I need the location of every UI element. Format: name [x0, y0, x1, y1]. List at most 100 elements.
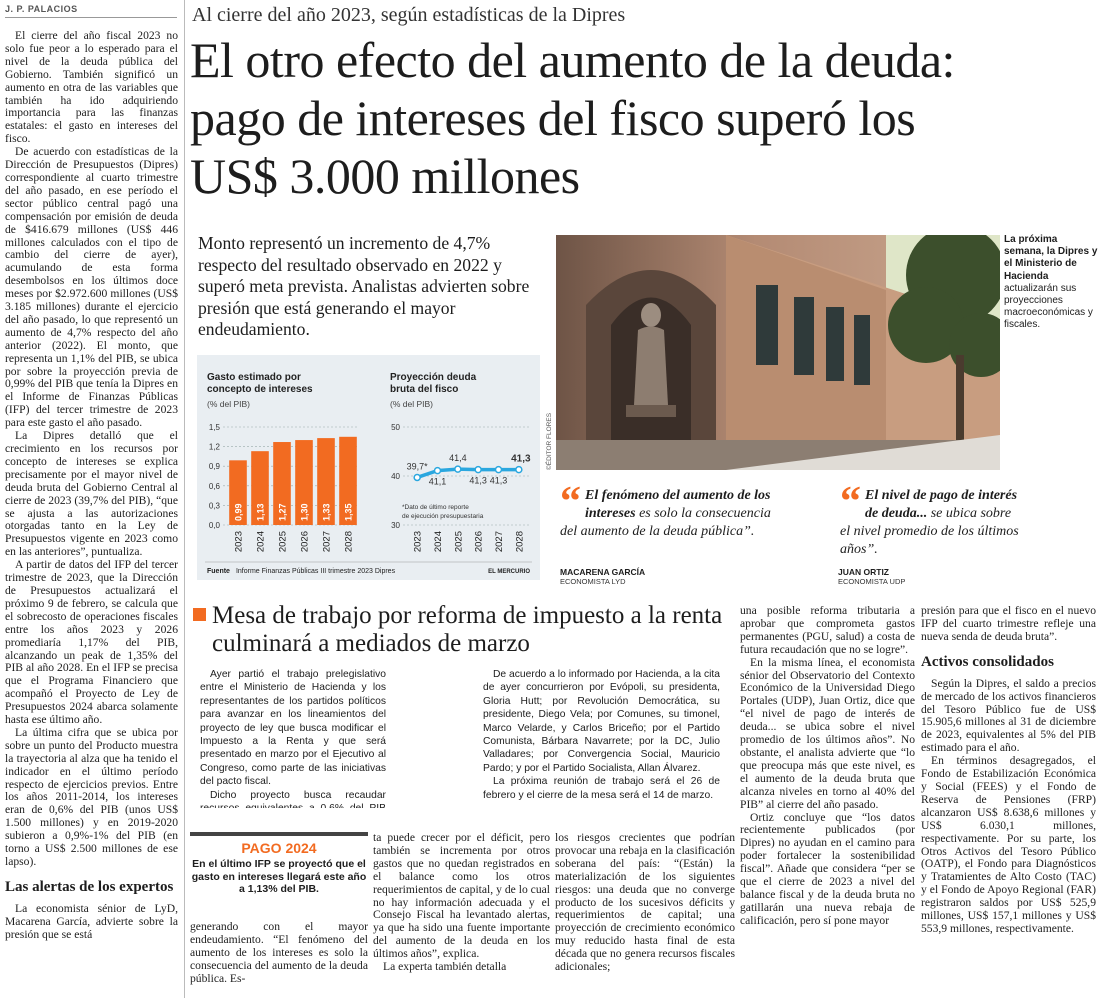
- y-tick-label: 0,9: [209, 462, 221, 471]
- paragraph: una posible reforma tributaria a aprobar…: [740, 605, 915, 656]
- value-label: 1,27: [278, 503, 288, 521]
- body-column: presión para que el fisco en el nuevo IF…: [921, 605, 1096, 998]
- value-label: 39,7*: [407, 461, 429, 471]
- chart-subtitle: (% del PIB): [207, 399, 250, 409]
- bar: [273, 442, 291, 525]
- y-tick-label: 0,3: [209, 501, 221, 510]
- headline: El otro efecto del aumento de la deuda: …: [190, 32, 955, 204]
- point: [474, 465, 482, 474]
- value-label: 1,35: [344, 503, 354, 521]
- value-label: 1,30: [300, 503, 310, 521]
- paragraph: presión para que el fisco en el nuevo IF…: [921, 605, 1096, 643]
- point: [494, 465, 503, 474]
- y-tick-label: 0,6: [209, 482, 221, 491]
- value-label: 41,4: [449, 453, 467, 463]
- paragraph: La experta también detalla: [383, 960, 507, 974]
- quote-mark: “: [560, 479, 581, 525]
- quote-role: ECONOMISTA LYD: [560, 577, 626, 586]
- chart-title: Gasto estimado por concepto de intereses: [207, 372, 313, 395]
- x-tick-label: 2026: [300, 531, 311, 552]
- quote-mark: “: [840, 479, 861, 525]
- x-tick-label: 2027: [494, 531, 505, 552]
- value-label: 0,99: [234, 503, 244, 521]
- paragraph: En términos desagregados, el Fondo de Es…: [921, 754, 1096, 935]
- point: [433, 466, 442, 475]
- quote-name: MACARENA GARCÍA: [560, 567, 646, 577]
- value-label: 1,33: [322, 503, 332, 521]
- photo-credit: ©ÉDITOR FLORES: [546, 412, 553, 470]
- x-tick-label: 2025: [278, 531, 289, 552]
- bar: [229, 460, 247, 525]
- x-tick-label: 2023: [413, 531, 424, 552]
- photo: [556, 235, 1000, 470]
- column-rule: [184, 0, 185, 998]
- deck: Monto representó un incremento de 4,7% r…: [198, 233, 530, 339]
- x-tick-label: 2024: [256, 531, 267, 552]
- x-tick-label: 2024: [433, 531, 444, 552]
- quote-name: JUAN ORTIZ: [838, 567, 889, 577]
- quote-lead: El fenómeno del aumento de los intereses: [585, 488, 771, 521]
- body-column: una posible reforma tributaria a aprobar…: [740, 605, 915, 998]
- quote-text: se ubica sobre el nivel promedio de los …: [840, 506, 1019, 557]
- y-tick-label: 1,5: [209, 423, 221, 432]
- point: [413, 473, 421, 482]
- lead-column: Ayer partió el trabajo prelegislativo en…: [200, 668, 386, 808]
- body-column: los riesgos crecientes que podrían provo…: [555, 832, 735, 998]
- paragraph: Según la Dipres, el saldo a precios de m…: [921, 676, 1096, 755]
- paragraph: El cierre del año fiscal 2023 no solo fu…: [5, 30, 178, 146]
- paragraph: los riesgos crecientes que podrían provo…: [555, 832, 735, 974]
- chart-subtitle: (% del PIB): [390, 399, 433, 409]
- bar: [295, 440, 313, 525]
- section-headline: Mesa de trabajo por reforma de impuesto …: [212, 602, 723, 657]
- value-label: 41,3: [469, 476, 487, 486]
- sidebar-title: PAGO 2024: [241, 840, 317, 856]
- paragraph: ta puede crecer por el déficit, pero tam…: [373, 832, 550, 961]
- chart-title: Proyección deuda bruta del fisco: [390, 372, 477, 395]
- quote-lead: El nivel de pago de interés de deuda...: [865, 488, 1018, 521]
- y-tick-label: 50: [391, 423, 400, 432]
- y-tick-label: 0,0: [209, 521, 221, 530]
- y-tick-label: 30: [391, 521, 400, 530]
- x-tick-label: 2026: [474, 531, 485, 552]
- caption-text: actualizarán sus proyecciones macroeconó…: [1004, 282, 1093, 331]
- subhead: Activos consolidados: [921, 653, 1054, 670]
- x-tick-label: 2027: [322, 531, 333, 552]
- paragraph: En la misma línea, el economista sénior …: [740, 655, 915, 811]
- quote-role: ECONOMISTA UDP: [838, 577, 906, 586]
- paragraph: De acuerdo a lo informado por Hacienda, …: [483, 669, 720, 774]
- paragraph: generando con el mayor endeudamiento. “E…: [190, 921, 368, 985]
- quote: “El nivel de pago de interés de deuda...…: [840, 479, 1020, 559]
- paragraph: La economista sénior de LyD, Macarena Ga…: [5, 901, 178, 941]
- paragraph: Ortiz concluye que “los datos recienteme…: [740, 810, 915, 927]
- value-label: 41,3: [490, 476, 508, 486]
- bar: [251, 451, 269, 525]
- photo-caption: La próxima semana, la Dipres y el Minist…: [1004, 234, 1098, 332]
- caption-lead: La próxima semana, la Dipres y el Minist…: [1004, 234, 1098, 282]
- value-label: 41,3: [511, 454, 531, 465]
- paragraph: De acuerdo con estadísticas de la Direcc…: [5, 145, 178, 430]
- y-tick-label: 40: [391, 472, 400, 481]
- paragraph: La última cifra que se ubica por sobre u…: [5, 725, 178, 868]
- subhead: Las alertas de los expertos: [5, 878, 174, 895]
- quote: “El fenómeno del aumento de los interese…: [560, 479, 790, 541]
- point: [515, 465, 523, 474]
- lead-column: De acuerdo a lo informado por Hacienda, …: [483, 668, 720, 808]
- bar: [317, 438, 335, 525]
- sidebar-text: En el último IFP se proyectó que el gast…: [191, 858, 367, 895]
- x-tick-label: 2028: [514, 531, 525, 552]
- source-label: Fuente: [207, 568, 230, 575]
- body-column: generando con el mayor endeudamiento. “E…: [190, 921, 368, 998]
- chart-box: Gasto estimado por concepto de intereses…: [197, 355, 540, 580]
- chart-note: *Dato de último reporte de ejecución pres…: [402, 504, 484, 520]
- paragraph: Ayer partió el trabajo prelegislativo en…: [200, 669, 386, 788]
- value-label: 1,13: [256, 503, 266, 521]
- quote-attribution: JUAN ORTIZ ECONOMISTA UDP: [838, 567, 905, 586]
- y-tick-label: 1,2: [209, 443, 221, 452]
- sidebar: PAGO 2024 En el último IFP se proyectó q…: [190, 832, 368, 902]
- paragraph: A partir de datos del IFP del tercer tri…: [5, 558, 178, 727]
- body-column: ta puede crecer por el déficit, pero tam…: [373, 832, 550, 998]
- paragraph: Dicho proyecto busca recaudar recursos e…: [200, 789, 386, 808]
- chart-credit: EL MERCURIO: [488, 569, 530, 575]
- byline: J. P. PALACIOS: [5, 4, 177, 18]
